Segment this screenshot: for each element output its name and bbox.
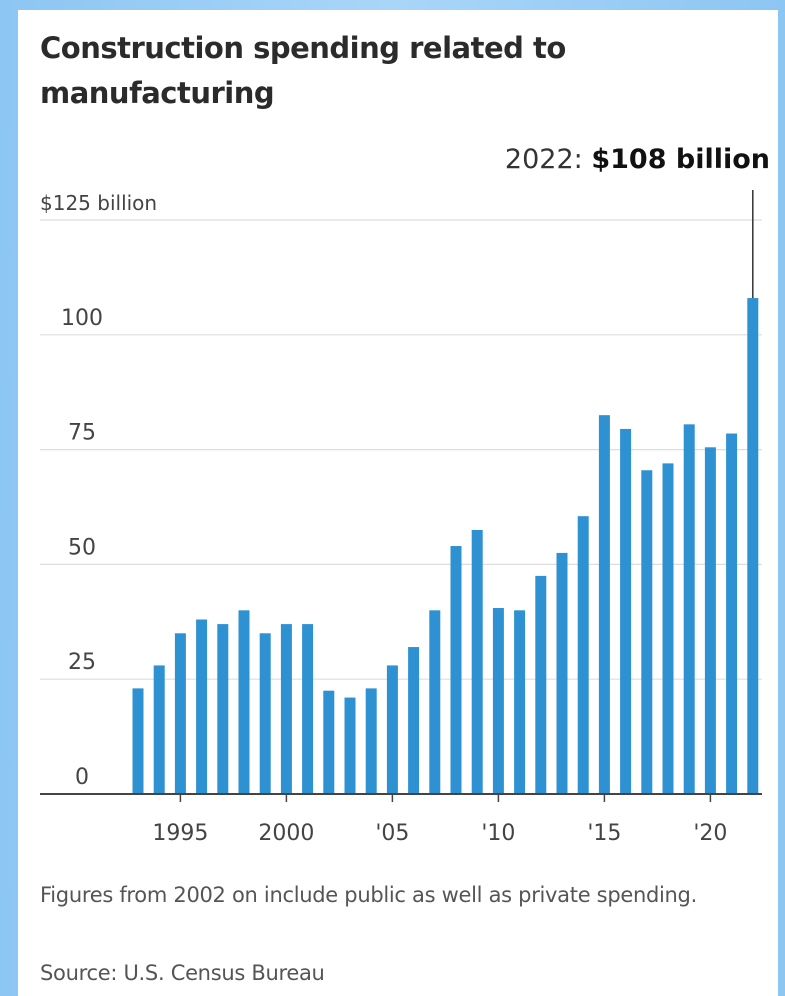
footnote: Figures from 2002 on include public as w… <box>40 883 697 907</box>
bar <box>683 424 695 794</box>
x-tick-label: '05 <box>375 821 409 846</box>
x-tick-label: 1995 <box>152 821 208 846</box>
chart-title: Construction spending related to manufac… <box>40 31 566 110</box>
bar <box>471 529 483 794</box>
x-axis: 1995 2000 '05 '10 '15 '20 <box>40 793 762 846</box>
annotation: 2022: $108 billion <box>505 144 770 299</box>
bar <box>514 610 526 794</box>
y-tick-label: 25 <box>68 650 96 675</box>
source-note: Source: U.S. Census Bureau <box>40 961 325 985</box>
bar <box>429 610 441 794</box>
bar <box>492 608 504 794</box>
bar <box>641 470 653 794</box>
bar <box>535 575 547 794</box>
y-tick-label: 75 <box>68 421 96 446</box>
annotation-prefix: 2022: <box>505 144 591 175</box>
bar <box>153 665 165 794</box>
x-tick-label: '20 <box>693 821 727 846</box>
gridlines <box>40 219 762 680</box>
bar <box>386 665 398 794</box>
bar <box>238 610 250 794</box>
bar <box>323 690 335 794</box>
bar <box>259 633 271 794</box>
bar <box>344 697 356 794</box>
bars <box>132 298 759 794</box>
chart-card: Construction spending related to manufac… <box>18 10 778 996</box>
y-tick-label: 50 <box>68 535 96 560</box>
bar <box>217 624 229 794</box>
bar-chart: 0 25 50 75 100 $125 billion 1995 2000 '05 '10 '15… <box>40 144 770 846</box>
bar <box>196 619 208 794</box>
bar <box>556 552 568 794</box>
annotation-label: 2022: $108 billion <box>505 144 770 175</box>
bar <box>704 447 716 794</box>
bar <box>450 546 462 794</box>
y-axis-labels: 0 25 50 75 100 $125 billion <box>40 191 157 790</box>
bar <box>726 433 738 794</box>
bar <box>620 428 632 794</box>
bar <box>365 688 377 794</box>
x-tick-label: '10 <box>481 821 515 846</box>
bar <box>662 463 674 794</box>
y-tick-label: 100 <box>61 306 103 331</box>
bar <box>174 633 186 794</box>
bar <box>747 298 759 794</box>
bar <box>302 624 314 794</box>
bar <box>280 624 292 794</box>
bar <box>577 516 589 794</box>
y-tick-label: $125 billion <box>40 191 157 215</box>
x-tick-label: '15 <box>587 821 621 846</box>
bar <box>598 415 610 794</box>
bar <box>408 647 420 794</box>
annotation-value: $108 billion <box>591 144 770 175</box>
y-tick-label: 0 <box>75 765 89 790</box>
x-tick-label: 2000 <box>258 821 314 846</box>
bar <box>132 688 144 794</box>
